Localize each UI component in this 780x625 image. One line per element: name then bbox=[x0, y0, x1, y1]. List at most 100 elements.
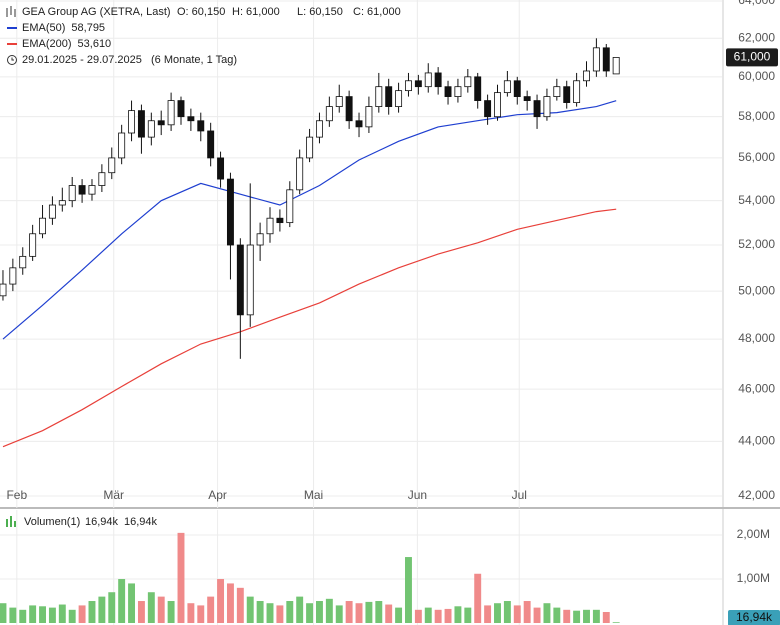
y-tick-label: 62,000 bbox=[738, 30, 775, 44]
candle-body bbox=[503, 80, 511, 94]
ohlc-label: L: 60,150 bbox=[297, 6, 343, 18]
candle-body bbox=[484, 100, 492, 118]
ema-line bbox=[2, 208, 617, 448]
y-tick-label: 46,000 bbox=[738, 381, 775, 395]
candle-body bbox=[474, 76, 482, 101]
candle-body bbox=[444, 86, 452, 97]
clock-icon bbox=[7, 55, 17, 65]
candle-body bbox=[325, 106, 333, 122]
candle-body bbox=[424, 72, 432, 88]
volume-bar bbox=[464, 607, 472, 623]
candle-body bbox=[464, 76, 472, 88]
y-tick-label: 2,00M bbox=[737, 527, 770, 541]
candle-body bbox=[177, 100, 185, 118]
ohlc-label: O: 60,150 bbox=[177, 6, 225, 18]
volume-bar bbox=[98, 596, 106, 623]
volume-bar bbox=[484, 605, 492, 623]
volume-bar bbox=[414, 609, 422, 623]
volume-bar bbox=[583, 609, 590, 623]
volume-bar bbox=[0, 603, 7, 623]
candle-body bbox=[365, 106, 373, 128]
candle-body bbox=[513, 80, 521, 97]
volume-bar bbox=[108, 592, 116, 623]
y-tick-label: 60,000 bbox=[738, 69, 775, 83]
candle-body bbox=[187, 116, 195, 122]
candle-body bbox=[494, 92, 501, 118]
chart-icon bbox=[6, 6, 16, 17]
x-tick-label: Jun bbox=[408, 488, 427, 502]
volume-bar bbox=[355, 603, 363, 623]
volume-bar bbox=[246, 596, 254, 623]
candle-body bbox=[395, 90, 403, 107]
volume-bar bbox=[197, 605, 205, 623]
volume-bar bbox=[375, 601, 383, 623]
y-tick-label: 48,000 bbox=[738, 331, 775, 345]
volume-value: 16,94k bbox=[85, 516, 119, 528]
interval: (6 Monate, 1 Tag) bbox=[151, 54, 237, 66]
candle-body bbox=[405, 80, 412, 92]
marks bbox=[0, 38, 620, 623]
volume-bar bbox=[592, 609, 600, 623]
volume-bar bbox=[523, 601, 531, 623]
last-price-box bbox=[726, 48, 778, 67]
volume-bar bbox=[58, 604, 66, 623]
volume-bar bbox=[494, 603, 501, 623]
volume-bar bbox=[325, 598, 333, 623]
candle-body bbox=[39, 217, 46, 235]
candle-body bbox=[434, 72, 442, 88]
x-tick-label: Mai bbox=[304, 488, 323, 502]
candle-body bbox=[98, 172, 106, 186]
candle-body bbox=[296, 157, 304, 191]
candle-body bbox=[246, 244, 254, 316]
candle-body bbox=[0, 283, 7, 297]
candle-body bbox=[147, 120, 155, 138]
candle-body bbox=[553, 86, 561, 97]
legend-label: EMA(200) bbox=[22, 38, 72, 50]
title: GEA Group AG (XETRA, Last) bbox=[22, 6, 171, 18]
volume-bar bbox=[365, 601, 373, 623]
volume-bar bbox=[474, 573, 482, 623]
candle-body bbox=[583, 70, 590, 82]
candle-body bbox=[276, 217, 284, 224]
y-tick-label: 50,000 bbox=[738, 283, 775, 297]
volume-bar bbox=[602, 612, 610, 623]
candle-body bbox=[58, 200, 66, 206]
candle-body bbox=[592, 47, 600, 72]
candle-body bbox=[533, 100, 541, 118]
x-tick-label: Jul bbox=[512, 488, 527, 502]
legend: GEA Group AG (XETRA, Last) O: 60,150 H: … bbox=[6, 6, 401, 528]
candle-body bbox=[29, 233, 37, 257]
y-tick-label: 58,000 bbox=[738, 109, 775, 123]
volume-bar bbox=[78, 605, 86, 623]
candle-body bbox=[385, 86, 393, 107]
volume-bar bbox=[137, 601, 145, 623]
legend-value: 53,610 bbox=[78, 38, 112, 50]
candle-body bbox=[454, 86, 462, 97]
volume-bar bbox=[276, 605, 284, 623]
candle-body bbox=[197, 120, 205, 132]
candle-body bbox=[573, 80, 581, 103]
candle-body bbox=[48, 204, 56, 219]
volume-bar bbox=[68, 609, 76, 623]
candle-body bbox=[355, 120, 363, 128]
volume-bar bbox=[48, 607, 56, 623]
volume-bar bbox=[39, 606, 46, 623]
volume-bar bbox=[454, 606, 462, 623]
volume-bar bbox=[157, 596, 165, 623]
volume-bar bbox=[434, 609, 442, 623]
candle-body bbox=[217, 157, 225, 180]
volume-bar bbox=[612, 622, 620, 623]
y-tick-label: 1,00M bbox=[737, 571, 770, 585]
candle-body bbox=[19, 255, 27, 269]
legend-label: EMA(50) bbox=[22, 22, 65, 34]
candle-body bbox=[88, 185, 96, 195]
volume-bar bbox=[118, 579, 126, 623]
candle-body bbox=[612, 57, 620, 75]
candle-body bbox=[414, 80, 422, 88]
x-tick-label: Mär bbox=[103, 488, 124, 502]
volume-bar bbox=[533, 607, 541, 623]
y-tick-label: 44,000 bbox=[738, 434, 775, 448]
volume-bar bbox=[573, 610, 581, 623]
candle-body bbox=[128, 110, 136, 134]
